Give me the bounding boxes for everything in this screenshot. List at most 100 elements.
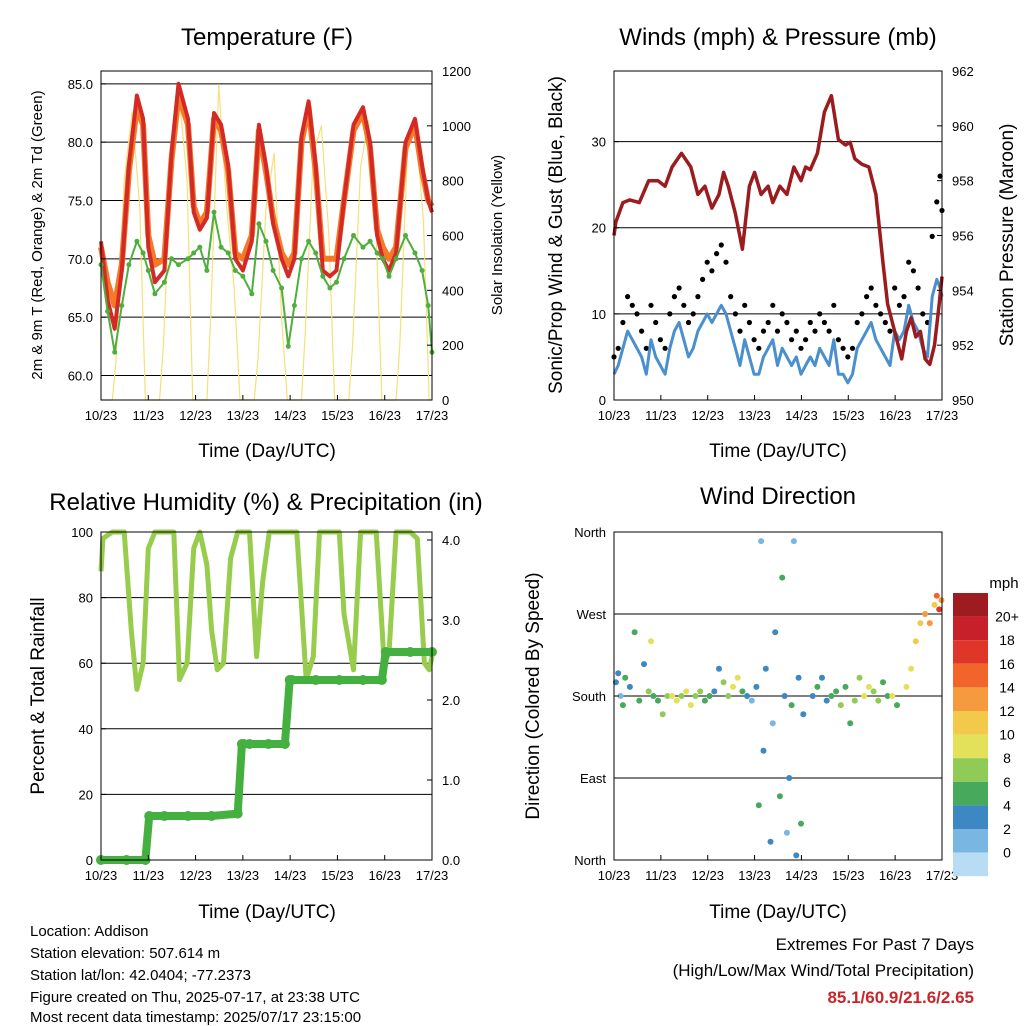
legend-color-box: [953, 734, 988, 759]
gust-point: [695, 294, 701, 300]
x-tick-label: 13/23: [227, 408, 260, 423]
gust-point: [728, 294, 734, 300]
direction-point: [842, 683, 849, 690]
x-tick-label: 17/23: [926, 408, 959, 423]
temperature-xlabel: Time (Day/UTC): [198, 441, 336, 462]
direction-point: [809, 693, 816, 699]
legend-color-box: [953, 640, 988, 664]
gust-point: [779, 311, 785, 317]
direction-point: [687, 702, 694, 709]
winds-y-ticks: 0 10 20 30: [592, 135, 619, 408]
winds-ylabel: Sonic/Prop Wind & Gust (Blue, Black): [546, 76, 567, 394]
gust-point: [896, 302, 903, 308]
y2-tick-label: 956: [952, 229, 974, 244]
latlon-text: Station lat/lon: 42.0404; -77.2373: [30, 967, 252, 984]
gust-point: [667, 311, 673, 317]
gust-point: [723, 259, 729, 265]
wind-speed-line: [612, 277, 944, 385]
dewpoint-point: [105, 308, 111, 314]
direction-x-ticks: 10/23 11/23 12/23 13/23 14/23 15/23 16/23 17/23: [598, 855, 958, 883]
direction-point: [880, 679, 886, 686]
rainfall-point: [159, 811, 170, 821]
direction-point: [933, 592, 940, 599]
x-tick-label: 14/23: [274, 408, 307, 423]
legend-color-box: [953, 663, 988, 688]
y-tick-label: 80: [79, 591, 93, 606]
y-tick-label: 20: [79, 787, 93, 802]
gust-point: [864, 294, 870, 300]
x-tick-label: 10/23: [598, 408, 631, 423]
legend-color-box: [953, 781, 988, 806]
rainfall-point: [183, 811, 193, 821]
rainfall-point: [144, 811, 155, 821]
x-tick-label: 14/23: [785, 868, 818, 883]
y2-tick-label: 1200: [442, 64, 471, 79]
gust-point: [671, 294, 678, 300]
x-tick-label: 14/23: [785, 408, 818, 423]
y-tick-label: 0: [599, 393, 606, 408]
y-tick-label: 60: [79, 656, 93, 671]
speed-legend: 20+ 18 16 14 12 10 8 6 4 2 0: [953, 593, 1019, 877]
legend-label: 20+: [995, 609, 1019, 625]
direction-point: [762, 665, 769, 672]
gust-point: [840, 345, 846, 351]
direction-point: [851, 697, 858, 704]
dewpoint-point: [334, 279, 339, 285]
y2-tick-label: 2.0: [442, 693, 460, 708]
gust-point: [831, 302, 837, 308]
dewpoint-point: [279, 285, 285, 291]
gust-point: [760, 328, 767, 334]
pressure-y2-ticks: 950 952 954 956 958 960 962: [937, 64, 974, 408]
temperature-ylabel: 2m & 9m T (Red, Orange) & 2m Td (Green): [29, 90, 46, 379]
gust-point: [746, 319, 753, 326]
direction-point: [720, 679, 727, 686]
station-pressure-line: [612, 93, 944, 367]
gust-point: [718, 242, 724, 248]
gust-point: [732, 311, 739, 317]
dewpoint-point: [249, 291, 255, 297]
gust-point: [878, 311, 884, 317]
gust-point: [934, 199, 940, 205]
direction-point: [755, 802, 762, 809]
x-tick-label: 10/23: [598, 868, 631, 883]
direction-point: [636, 697, 643, 704]
gust-point: [812, 328, 818, 334]
direction-point: [769, 720, 776, 727]
dewpoint-point: [225, 250, 231, 256]
y-tick-label: 30: [592, 135, 606, 150]
x-tick-label: 12/23: [179, 408, 212, 423]
dewpoint-point: [380, 256, 386, 262]
x-tick-label: 11/23: [132, 868, 164, 883]
x-tick-label: 12/23: [691, 868, 724, 883]
created-text: Figure created on Thu, 2025-07-17, at 23…: [30, 989, 360, 1006]
y-tick-label: South: [572, 689, 606, 704]
direction-point: [641, 661, 647, 668]
y2-tick-label: 950: [952, 393, 974, 408]
direction-y-ticks: North East South West North: [572, 525, 619, 868]
gust-point: [681, 302, 687, 308]
y-tick-label: 100: [71, 525, 93, 540]
dewpoint-point: [306, 238, 312, 244]
dewpoint-point: [374, 250, 380, 256]
dewpoint-point: [185, 256, 191, 262]
dewpoint-point: [218, 244, 224, 250]
gust-point: [821, 319, 828, 326]
legend-label: 10: [999, 727, 1015, 743]
speed-legend-title: mph: [989, 575, 1018, 592]
gust-point: [793, 328, 799, 334]
direction-point: [856, 674, 863, 681]
gust-point: [714, 251, 720, 257]
x-tick-label: 14/23: [274, 868, 307, 883]
y2-tick-label: 960: [952, 119, 974, 134]
x-tick-label: 15/23: [321, 408, 354, 423]
gust-point: [765, 319, 771, 326]
direction-point: [619, 702, 626, 709]
direction-point: [903, 683, 910, 690]
gust-point: [892, 285, 898, 291]
direction-point: [730, 683, 736, 690]
dewpoint-point: [161, 279, 167, 285]
legend-color-box: [953, 616, 988, 641]
gust-point: [639, 328, 645, 334]
direction-point: [622, 674, 629, 681]
humidity-gridlines: [101, 531, 432, 861]
